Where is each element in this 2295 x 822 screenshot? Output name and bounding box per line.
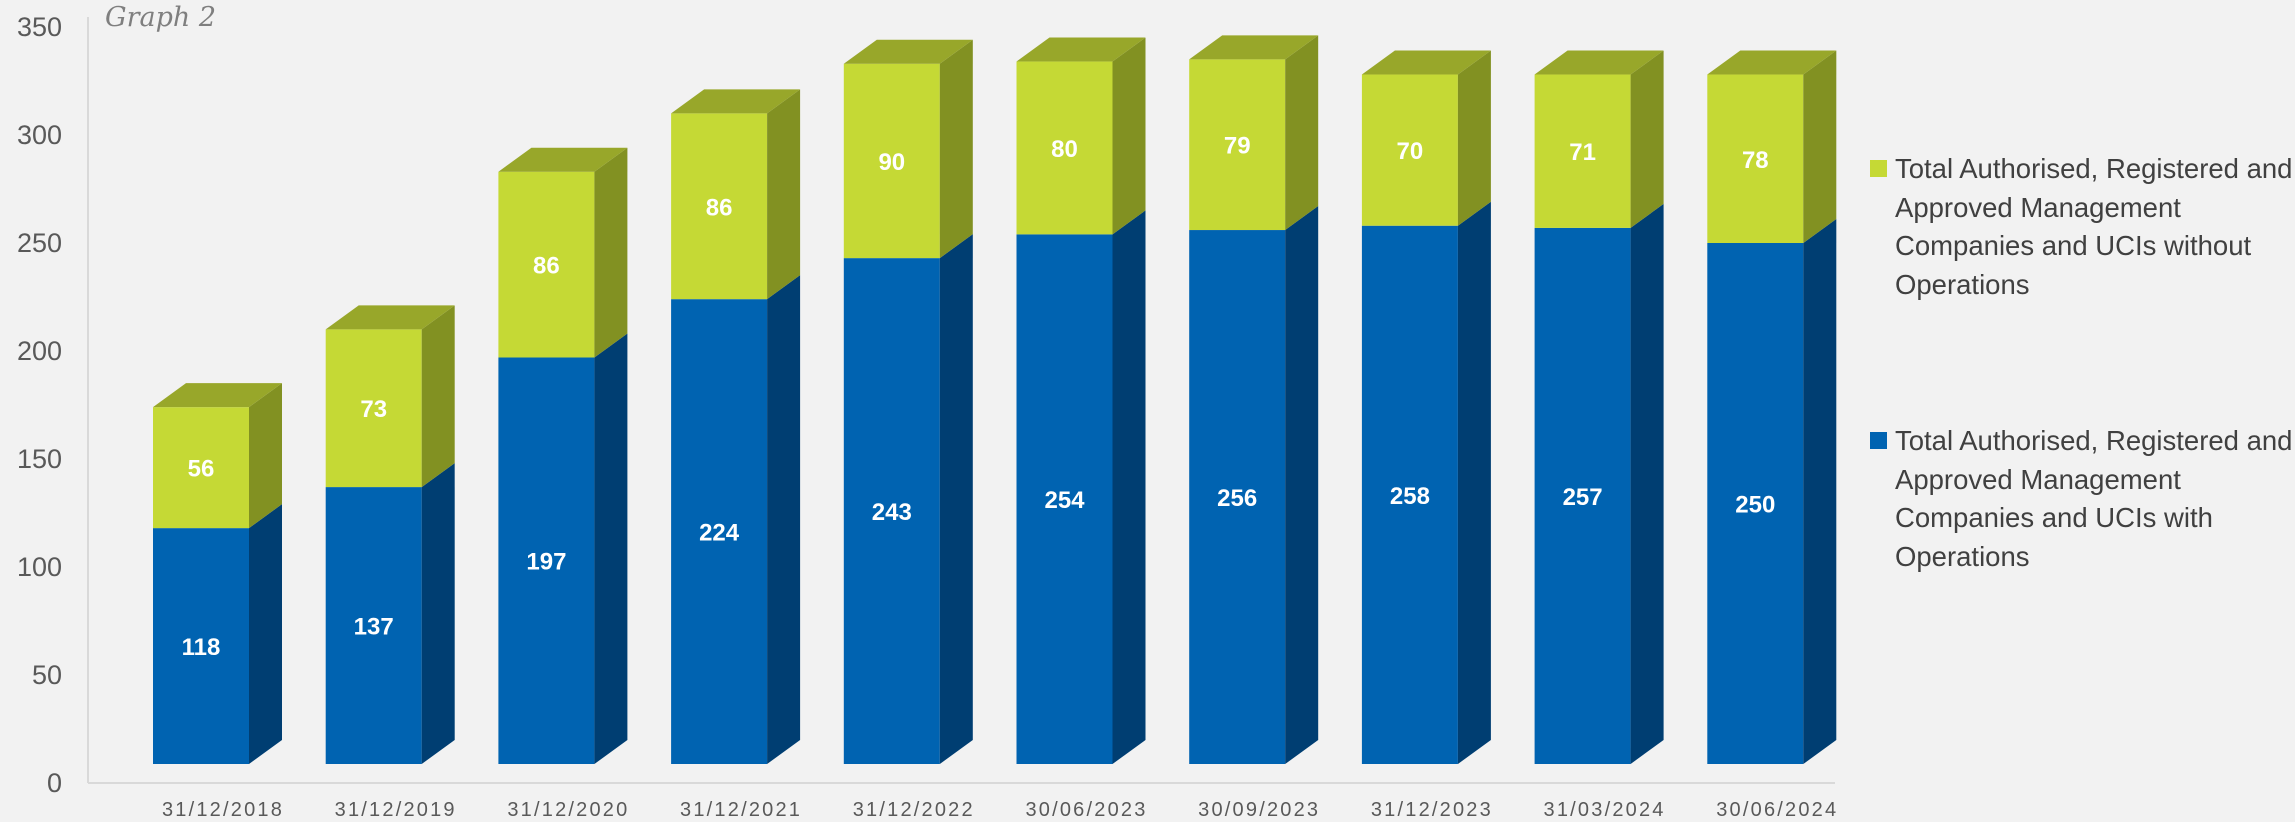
y-tick-label: 200 <box>17 336 62 366</box>
bar-without-operations-side <box>594 147 628 358</box>
bar-with-operations <box>153 528 249 764</box>
data-label-with-operations: 254 <box>1044 487 1085 514</box>
data-label-with-operations: 257 <box>1563 484 1603 511</box>
bar-top-face <box>843 39 973 64</box>
data-label-without-operations: 86 <box>533 253 560 280</box>
bar-top-face <box>1016 37 1146 62</box>
y-tick-label: 250 <box>17 228 62 258</box>
legend-swatch <box>1870 432 1887 449</box>
data-label-with-operations: 250 <box>1735 492 1775 519</box>
y-tick-label: 100 <box>17 552 62 582</box>
bar-without-operations-side <box>421 305 455 488</box>
data-label-without-operations: 71 <box>1569 139 1596 166</box>
bar-without-operations-side <box>1803 50 1837 243</box>
bar-with-operations <box>843 258 940 764</box>
data-label-with-operations: 197 <box>526 549 566 576</box>
data-label-with-operations: 118 <box>182 634 221 661</box>
x-tick-label: 31/12/2020 <box>507 799 629 821</box>
data-label-without-operations: 79 <box>1224 133 1251 160</box>
bar-top-face <box>498 147 628 172</box>
x-tick-label: 30/06/2023 <box>1025 799 1147 821</box>
bar-without-operations-side <box>939 39 973 259</box>
bar-with-operations-side <box>1457 201 1491 765</box>
data-label-without-operations: 80 <box>1051 136 1078 163</box>
bar-without-operations <box>498 171 595 358</box>
data-label-without-operations: 73 <box>360 396 387 423</box>
bar-with-operations <box>498 357 595 764</box>
bar-without-operations <box>843 63 940 259</box>
data-label-with-operations: 243 <box>872 499 912 526</box>
x-tick-label: 31/12/2021 <box>680 799 802 821</box>
bar-with-operations-side <box>939 234 973 764</box>
legend-swatch <box>1870 160 1887 177</box>
bar-with-operations <box>1707 243 1804 764</box>
bar-without-operations-side <box>249 383 282 529</box>
data-label-with-operations: 137 <box>354 614 394 641</box>
bar-with-operations <box>1534 227 1631 764</box>
x-tick-label: 31/12/2022 <box>853 799 975 821</box>
legend-label: Total Authorised, Registered and Approve… <box>1895 153 2293 300</box>
bar-with-operations-side <box>249 504 282 764</box>
data-label-with-operations: 224 <box>699 520 740 547</box>
bar-with-operations <box>1361 225 1458 765</box>
bar-without-operations-side <box>1112 37 1146 235</box>
bar-with-operations-side <box>1803 219 1837 764</box>
bar-top-face <box>1361 50 1491 75</box>
bar-without-operations <box>671 113 768 300</box>
chart-title: Graph 2 <box>105 2 217 33</box>
bar-without-operations <box>325 329 422 488</box>
data-label-without-operations: 90 <box>878 149 905 176</box>
x-tick-label: 30/06/2024 <box>1716 799 1838 821</box>
bar-with-operations-side <box>1112 210 1146 765</box>
data-label-without-operations: 86 <box>706 194 733 221</box>
bar-without-operations <box>1534 74 1631 228</box>
x-tick-label: 31/12/2019 <box>335 799 457 821</box>
bar-top-face <box>1534 50 1664 75</box>
y-tick-label: 0 <box>47 768 62 798</box>
y-tick-label: 350 <box>17 12 62 42</box>
data-label-with-operations: 256 <box>1217 485 1257 512</box>
data-label-without-operations: 56 <box>188 456 215 483</box>
x-tick-label: 31/12/2018 <box>162 799 284 821</box>
bar-without-operations <box>1189 59 1286 231</box>
data-label-without-operations: 70 <box>1397 138 1424 165</box>
bar-top-face <box>671 89 801 114</box>
bar-top-face <box>1189 35 1319 60</box>
bar-with-operations-side <box>1285 206 1319 765</box>
bar-with-operations-side <box>594 333 628 764</box>
legend-label: Total Authorised, Registered and Approve… <box>1895 425 2293 572</box>
data-label-without-operations: 78 <box>1742 147 1769 174</box>
bar-with-operations <box>325 487 422 764</box>
bar-top-face <box>1707 50 1837 75</box>
bar-without-operations <box>153 407 249 529</box>
bar-with-operations-side <box>1630 203 1664 764</box>
bar-without-operations <box>1361 74 1458 226</box>
bar-top-face <box>325 305 455 330</box>
bar-without-operations-side <box>1285 35 1319 231</box>
bar-without-operations <box>1707 74 1804 244</box>
bar-without-operations-side <box>1457 50 1491 226</box>
x-tick-label: 31/03/2024 <box>1544 799 1666 821</box>
bar-without-operations-side <box>1630 50 1664 228</box>
bar-with-operations <box>1189 230 1286 765</box>
x-tick-label: 31/12/2023 <box>1371 799 1493 821</box>
y-tick-label: 50 <box>32 660 62 690</box>
y-tick-label: 150 <box>17 444 62 474</box>
x-tick-label: 30/09/2023 <box>1198 799 1320 821</box>
bar-with-operations <box>671 299 768 764</box>
y-tick-label: 300 <box>17 120 62 150</box>
bar-with-operations <box>1016 234 1113 765</box>
data-label-with-operations: 258 <box>1390 483 1430 510</box>
bar-without-operations <box>1016 61 1113 235</box>
bar-with-operations-side <box>767 275 801 764</box>
bar-without-operations-side <box>767 89 801 300</box>
bar-with-operations-side <box>421 463 455 764</box>
bar-top-face <box>153 383 282 408</box>
